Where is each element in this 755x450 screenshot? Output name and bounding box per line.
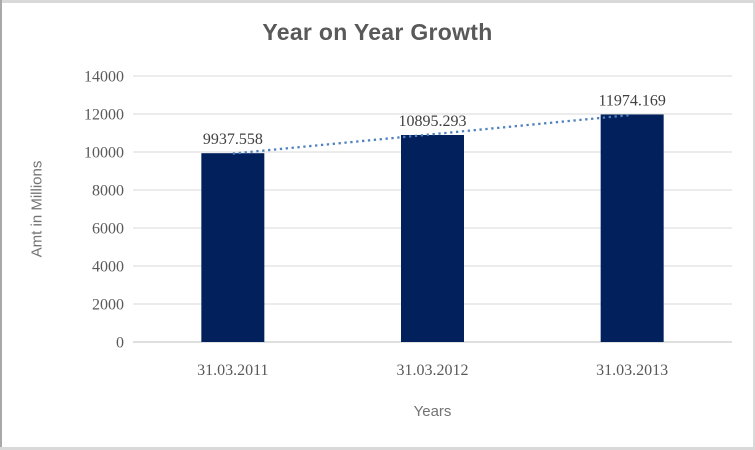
chart-title: Year on Year Growth <box>262 19 493 45</box>
trendline <box>232 113 633 155</box>
y-tick-label: 8000 <box>92 183 124 200</box>
window-border-bottom <box>0 447 755 450</box>
x-tick-label: 31.03.2012 <box>397 362 469 379</box>
x-tick-label: 31.03.2011 <box>197 362 268 379</box>
bar <box>600 114 664 343</box>
window-border-top <box>0 0 755 3</box>
y-axis-title: Amt in Millions <box>28 160 46 258</box>
bar <box>201 153 265 342</box>
y-tick-label: 14000 <box>84 69 124 86</box>
x-axis-title: Years <box>413 403 452 420</box>
y-tick-label: 12000 <box>84 107 124 124</box>
x-tick-label: 31.03.2013 <box>596 362 668 379</box>
y-tick-label: 0 <box>116 335 124 352</box>
y-tick-label: 6000 <box>92 221 124 238</box>
bar-data-label: 10895.293 <box>399 113 467 130</box>
bar <box>401 134 464 342</box>
bar-data-label: 11974.169 <box>598 92 665 109</box>
window-border-left <box>0 0 2 450</box>
y-tick-label: 4000 <box>92 259 124 276</box>
window-border-right <box>753 0 755 450</box>
bar-data-label: 9937.558 <box>203 131 263 148</box>
y-tick-label: 10000 <box>84 145 124 162</box>
y-tick-label: 2000 <box>92 297 124 314</box>
